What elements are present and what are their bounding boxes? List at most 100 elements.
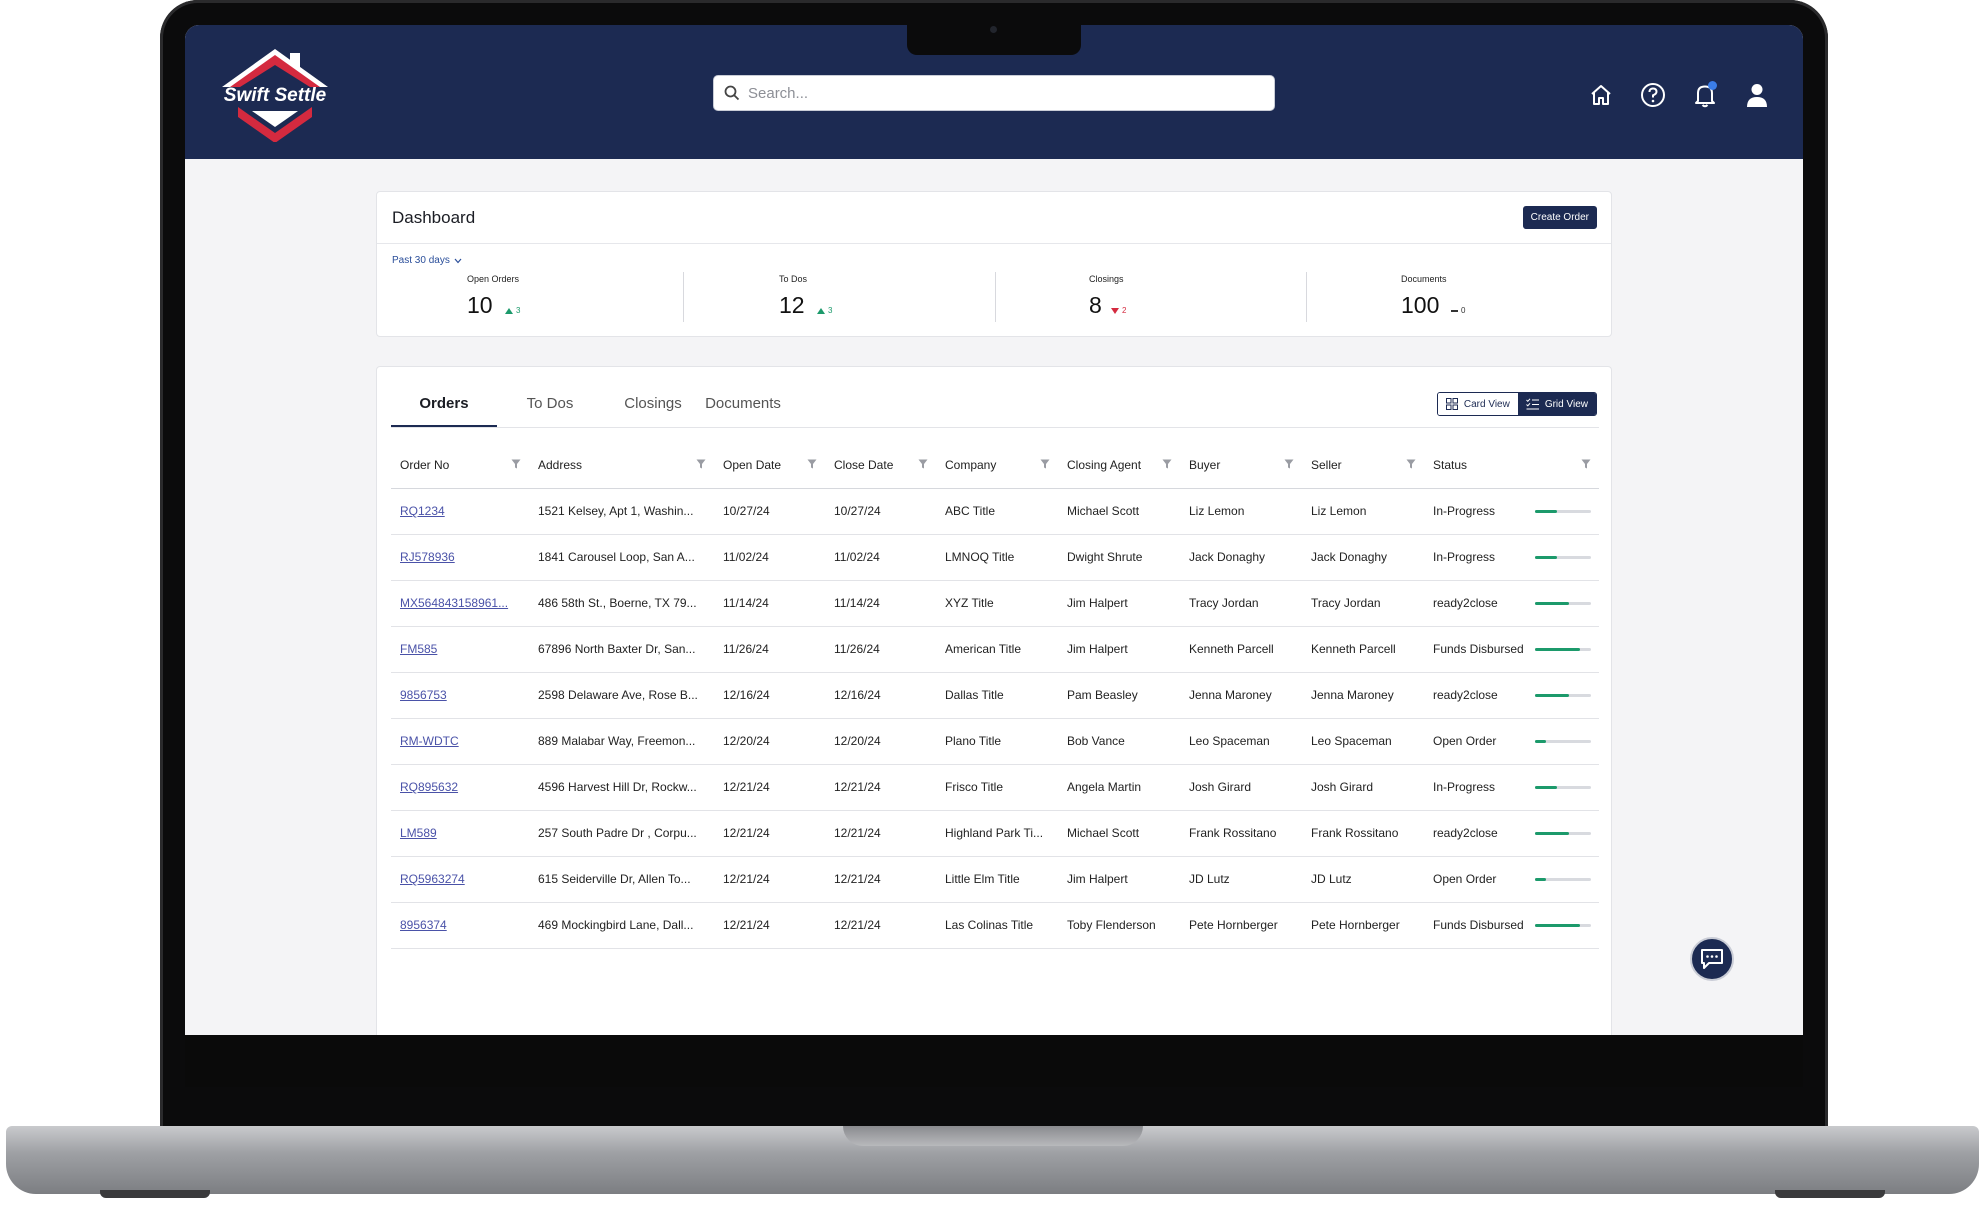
table-row[interactable]: RQ895632 4596 Harvest Hill Dr, Rockw... 12… — [391, 764, 1599, 811]
order-link[interactable]: FM585 — [400, 642, 438, 656]
progress-fill — [1535, 509, 1558, 513]
filter-icon[interactable] — [511, 459, 521, 469]
create-order-button[interactable]: Create Order — [1522, 206, 1597, 229]
table-row[interactable]: 9856753 2598 Delaware Ave, Rose B... 12/16… — [391, 672, 1599, 719]
laptop-foot — [1775, 1190, 1885, 1198]
filter-icon[interactable] — [1162, 459, 1172, 469]
search-box[interactable] — [713, 75, 1275, 111]
cell-address: 1841 Carousel Loop, San A... — [529, 534, 714, 581]
status-label: ready2close — [1433, 688, 1498, 702]
filter-icon[interactable] — [1406, 459, 1416, 469]
status-cell: In-Progress — [1433, 550, 1599, 564]
cell-agent: Michael Scott — [1058, 488, 1180, 535]
stat-to-dos[interactable]: To Dos 12 3 — [689, 274, 999, 326]
column-header[interactable]: Buyer — [1180, 442, 1302, 489]
column-header[interactable]: Closing Agent — [1058, 442, 1180, 489]
cell-order[interactable]: LM589 — [391, 810, 529, 857]
stat-delta: 3 — [505, 306, 520, 315]
progress-bar — [1535, 877, 1591, 881]
column-header[interactable]: Address — [529, 442, 714, 489]
table-row[interactable]: 8956374 469 Mockingbird Lane, Dall... 12/2… — [391, 902, 1599, 949]
order-link[interactable]: RM-WDTC — [400, 734, 459, 748]
filter-icon[interactable] — [918, 459, 928, 469]
table-row[interactable]: RM-WDTC 889 Malabar Way, Freemon... 12/20/… — [391, 718, 1599, 765]
cell-seller: JD Lutz — [1302, 856, 1424, 903]
order-link[interactable]: 8956374 — [400, 918, 447, 932]
table-row[interactable]: MX564843158961... 486 58th St., Boerne, T… — [391, 580, 1599, 627]
filter-icon[interactable] — [1284, 459, 1294, 469]
cell-order[interactable]: 9856753 — [391, 672, 529, 719]
cell-address: 486 58th St., Boerne, TX 79... — [529, 580, 714, 627]
cell-order[interactable]: MX564843158961... — [391, 580, 529, 627]
grid-view-button[interactable]: Grid View — [1517, 393, 1596, 415]
filter-icon[interactable] — [807, 459, 817, 469]
tab-documents[interactable]: Documents — [705, 395, 781, 412]
table-row[interactable]: RJ578936 1841 Carousel Loop, San A... 11/0… — [391, 534, 1599, 581]
table-row[interactable]: FM585 67896 North Baxter Dr, San... 11/26/… — [391, 626, 1599, 673]
cell-order[interactable]: RM-WDTC — [391, 718, 529, 765]
table-row[interactable]: RQ1234 1521 Kelsey, Apt 1, Washin... 10/27… — [391, 488, 1599, 535]
cell-status: ready2close — [1424, 810, 1599, 857]
column-header[interactable]: Open Date — [714, 442, 825, 489]
stat-delta-value: 3 — [516, 306, 521, 315]
cell-order[interactable]: RJ578936 — [391, 534, 529, 581]
order-link[interactable]: MX564843158961... — [400, 596, 509, 610]
cell-order[interactable]: RQ895632 — [391, 764, 529, 811]
user-icon[interactable] — [1743, 81, 1771, 109]
column-header[interactable]: Status — [1424, 442, 1599, 489]
cell-order[interactable]: FM585 — [391, 626, 529, 673]
column-header[interactable]: Seller — [1302, 442, 1424, 489]
column-header[interactable]: Company — [936, 442, 1058, 489]
cell-buyer: Liz Lemon — [1180, 488, 1302, 535]
swift-settle-logo[interactable]: Swift Settle — [210, 47, 340, 143]
filter-icon[interactable] — [1581, 459, 1591, 469]
status-label: ready2close — [1433, 596, 1498, 610]
cell-order[interactable]: 8956374 — [391, 902, 529, 949]
filter-icon[interactable] — [1040, 459, 1050, 469]
order-link[interactable]: RQ5963274 — [400, 872, 465, 886]
tab-orders[interactable]: Orders — [391, 377, 497, 427]
chat-button[interactable] — [1690, 937, 1734, 981]
column-header[interactable]: Order No — [391, 442, 529, 489]
cell-open: 12/21/24 — [714, 856, 825, 903]
cell-open: 11/14/24 — [714, 580, 825, 627]
cell-close: 11/14/24 — [825, 580, 936, 627]
stat-open-orders[interactable]: Open Orders 10 3 — [377, 274, 687, 326]
order-link[interactable]: 9856753 — [400, 688, 447, 702]
order-link[interactable]: RQ1234 — [400, 504, 445, 518]
date-range-dropdown[interactable]: Past 30 days — [392, 255, 462, 266]
cell-seller: Josh Girard — [1302, 764, 1424, 811]
progress-bar — [1535, 555, 1591, 559]
cell-company: Plano Title — [936, 718, 1058, 765]
cell-buyer: Jack Donaghy — [1180, 534, 1302, 581]
column-header-label: Seller — [1311, 457, 1342, 472]
cell-agent: Dwight Shrute — [1058, 534, 1180, 581]
order-link[interactable]: RQ895632 — [400, 780, 459, 794]
table-row[interactable]: LM589 257 South Padre Dr , Corpu... 12/21/… — [391, 810, 1599, 857]
cell-close: 12/16/24 — [825, 672, 936, 719]
tab-to-dos[interactable]: To Dos — [526, 395, 574, 412]
tab-closings[interactable]: Closings — [624, 395, 682, 412]
cell-open: 12/20/24 — [714, 718, 825, 765]
cell-agent: Toby Flenderson — [1058, 902, 1180, 949]
dashboard-title: Dashboard — [392, 208, 476, 227]
stat-closings[interactable]: Closings 8 2 — [999, 274, 1309, 326]
search-input[interactable] — [748, 84, 1248, 102]
help-icon[interactable] — [1639, 81, 1667, 109]
stat-separator — [995, 272, 996, 322]
home-icon[interactable] — [1587, 81, 1615, 109]
cell-order[interactable]: RQ1234 — [391, 488, 529, 535]
column-header[interactable]: Close Date — [825, 442, 936, 489]
card-view-button[interactable]: Card View — [1437, 393, 1518, 415]
status-label: In-Progress — [1433, 504, 1496, 518]
filter-icon[interactable] — [696, 459, 706, 469]
cell-order[interactable]: RQ5963274 — [391, 856, 529, 903]
stat-documents[interactable]: Documents 100 0 — [1311, 274, 1621, 326]
order-link[interactable]: LM589 — [400, 826, 437, 840]
bezel-bottom — [185, 1035, 1803, 1087]
table-row[interactable]: RQ5963274 615 Seiderville Dr, Allen To...… — [391, 856, 1599, 903]
logo-text: Swift Settle — [223, 85, 327, 106]
bell-icon[interactable] — [1691, 81, 1719, 109]
order-link[interactable]: RJ578936 — [400, 550, 455, 564]
stat-value: 10 — [467, 292, 493, 318]
